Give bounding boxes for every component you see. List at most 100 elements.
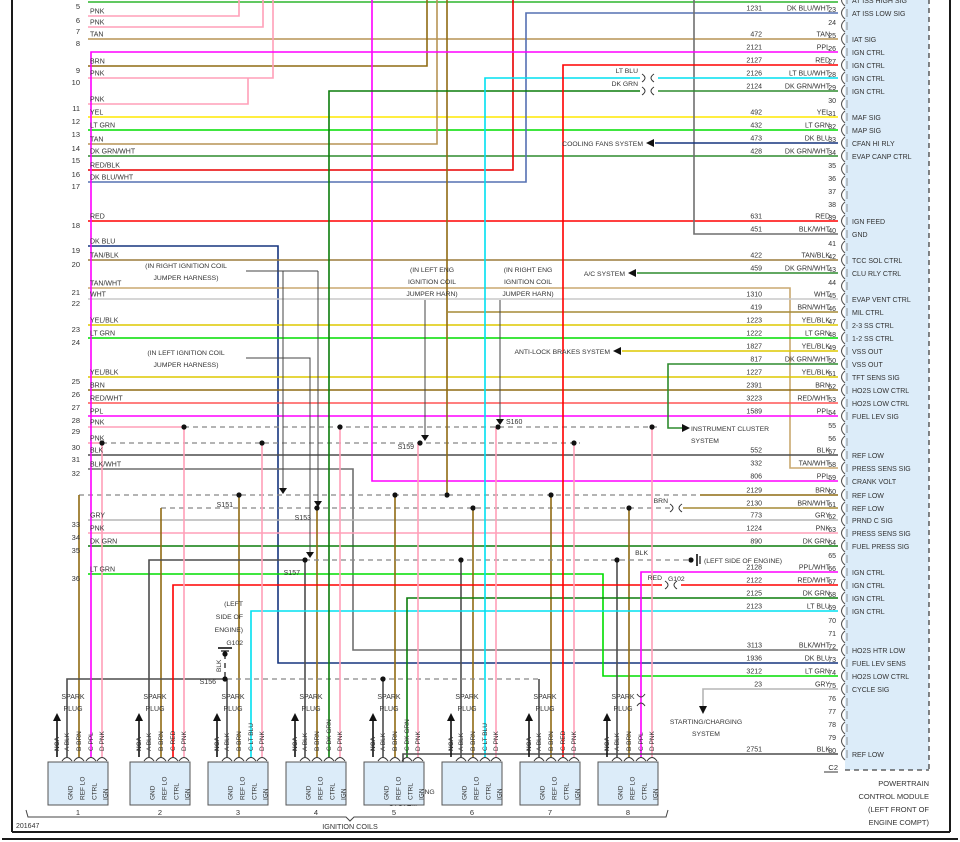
pin-number: 32 — [828, 124, 836, 131]
pcm-pin-row: 73 1936 DK BLU FUEL LEV SENS — [746, 656, 906, 670]
spark-plug-label: SPARK — [377, 694, 401, 701]
wire-color-label: LT GRN — [90, 331, 115, 338]
spark-plug-label: SPARK — [143, 694, 167, 701]
coil-terminal-label: REF LO — [630, 777, 637, 800]
pin-number: 71 — [828, 631, 836, 638]
pin-number: 64 — [828, 540, 836, 547]
row-number: 6 — [76, 16, 80, 25]
inline-wire-color: DK GRN — [612, 81, 639, 88]
circuit-number: 1231 — [746, 6, 762, 13]
spark-plug-label: PLUG — [535, 706, 554, 713]
pcm-pin-row: 32 432 LT GRN MAP SIG — [750, 123, 881, 137]
harness-note: JUMPER HARNESS) — [154, 275, 219, 282]
row-number: 11 — [72, 104, 80, 113]
pin-number: 29 — [828, 85, 836, 92]
pin-socket-icon — [840, 721, 846, 735]
inline-wire-color: RED — [648, 575, 662, 582]
pin-signal: EVAP VENT CTRL — [852, 297, 911, 304]
coil-terminal-socket-icon — [377, 757, 389, 762]
harness-note: (IN RIGHT ENG — [504, 267, 553, 274]
row-number: 32 — [72, 469, 80, 478]
connector-break — [636, 702, 646, 707]
pcm-pin-row: 44 — [828, 279, 848, 293]
pin-socket-icon — [840, 682, 846, 696]
coil-terminal-label: GND — [462, 785, 469, 800]
row-number: 36 — [72, 574, 80, 583]
pin-signal: IGN CTRL — [852, 76, 885, 83]
splice-id: S157 — [284, 570, 300, 577]
circuit-number: 492 — [750, 110, 762, 117]
pin-number: 58 — [828, 462, 836, 469]
coil-terminal-socket-icon — [311, 757, 323, 762]
harness-note: JUMPER HARNESS) — [154, 362, 219, 369]
pin-signal: PRESS SENS SIG — [852, 466, 911, 473]
wire-color: YEL/BLK — [802, 370, 831, 377]
pcm-pin-row: 52 2391 BRN HO2S LOW CTRL — [746, 383, 909, 397]
pcm-pin-row: 70 — [828, 617, 848, 631]
system-link-label: STARTING/CHARGING — [670, 719, 742, 726]
circuit-number: 552 — [750, 448, 762, 455]
circuit-number: 23 — [754, 682, 762, 689]
wire-blkwht — [693, 0, 838, 235]
pcm-pin-row: 48 1222 LT GRN 1-2 SS CTRL — [746, 331, 894, 345]
circuit-number: 2391 — [746, 383, 762, 390]
pin-signal: IAT SIG — [852, 37, 876, 44]
arrowhead — [603, 713, 611, 721]
coil-terminal-label: IGN — [185, 788, 192, 800]
pin-number: 65 — [828, 553, 836, 560]
pcm-pin-row: 37 — [828, 188, 848, 202]
wire-color: LT BLU — [807, 604, 830, 611]
coils-group-label: IGNITION COILS — [322, 822, 378, 831]
pcm-pin-row: 65 — [828, 552, 848, 566]
splice-dot — [571, 440, 577, 446]
pin-number: 53 — [828, 397, 836, 404]
wire-dkgrn — [328, 90, 640, 757]
pin-signal: IGN CTRL — [852, 583, 885, 590]
wire-color: LT GRN — [805, 331, 830, 338]
arrowhead — [682, 424, 690, 432]
pcm-pin-row: 59 806 PPL CRANK VOLT — [750, 474, 897, 488]
wire-color: RED — [815, 214, 830, 221]
row-number: 25 — [72, 377, 80, 386]
wire-tan — [88, 0, 438, 145]
pin-socket-icon — [840, 643, 846, 657]
harness-note: IGNITION COIL — [504, 279, 552, 286]
splice-dot — [222, 676, 228, 682]
wire-ltblu — [484, 77, 640, 757]
coil-pin-label: C DK GRN — [326, 719, 333, 751]
coil-terminal-label: REF LO — [474, 777, 481, 800]
pin-signal: HO2S LOW CTRL — [852, 674, 909, 681]
coil-box — [597, 761, 659, 806]
pin-socket-icon — [840, 292, 846, 306]
coil-terminal-socket-icon — [490, 757, 502, 762]
circuit-number: 1827 — [746, 344, 762, 351]
pcm-pin-row: 77 — [828, 708, 848, 722]
arrowhead — [421, 435, 429, 441]
coil-terminal-label: IGN — [341, 788, 348, 800]
pin-socket-icon — [840, 578, 846, 592]
pin-number: 68 — [828, 592, 836, 599]
leader-line — [246, 357, 311, 553]
circuit-number: 631 — [750, 214, 762, 221]
pcm-caption: CONTROL MODULE — [858, 792, 929, 801]
spark-plug-label: SPARK — [299, 694, 323, 701]
wire-color-label: RED — [90, 214, 105, 221]
coil-terminal-label: GND — [228, 785, 235, 800]
pcm-box — [845, 0, 929, 770]
pin-socket-icon — [840, 708, 846, 722]
circuit-number: 890 — [750, 539, 762, 546]
ground-note: (LEFT SIDE OF ENGINE) — [704, 558, 782, 565]
wire-ppl — [640, 571, 838, 757]
coil-terminal-label: GND — [306, 785, 313, 800]
circuit-number: 817 — [750, 357, 762, 364]
wire-color-label: DK GRN/WHT — [90, 149, 136, 156]
circuit-number: 3212 — [746, 669, 762, 676]
nca-label: NCA — [54, 737, 61, 751]
pin-signal: IGN CTRL — [852, 89, 885, 96]
wire-color: LT GRN — [805, 669, 830, 676]
coil-terminal-socket-icon — [178, 757, 190, 762]
system-link-label: SYSTEM — [691, 438, 719, 445]
wire-color-label: LT GRN — [90, 123, 115, 130]
pcm-pin-row: 68 2125 DK GRN IGN CTRL — [746, 591, 885, 605]
